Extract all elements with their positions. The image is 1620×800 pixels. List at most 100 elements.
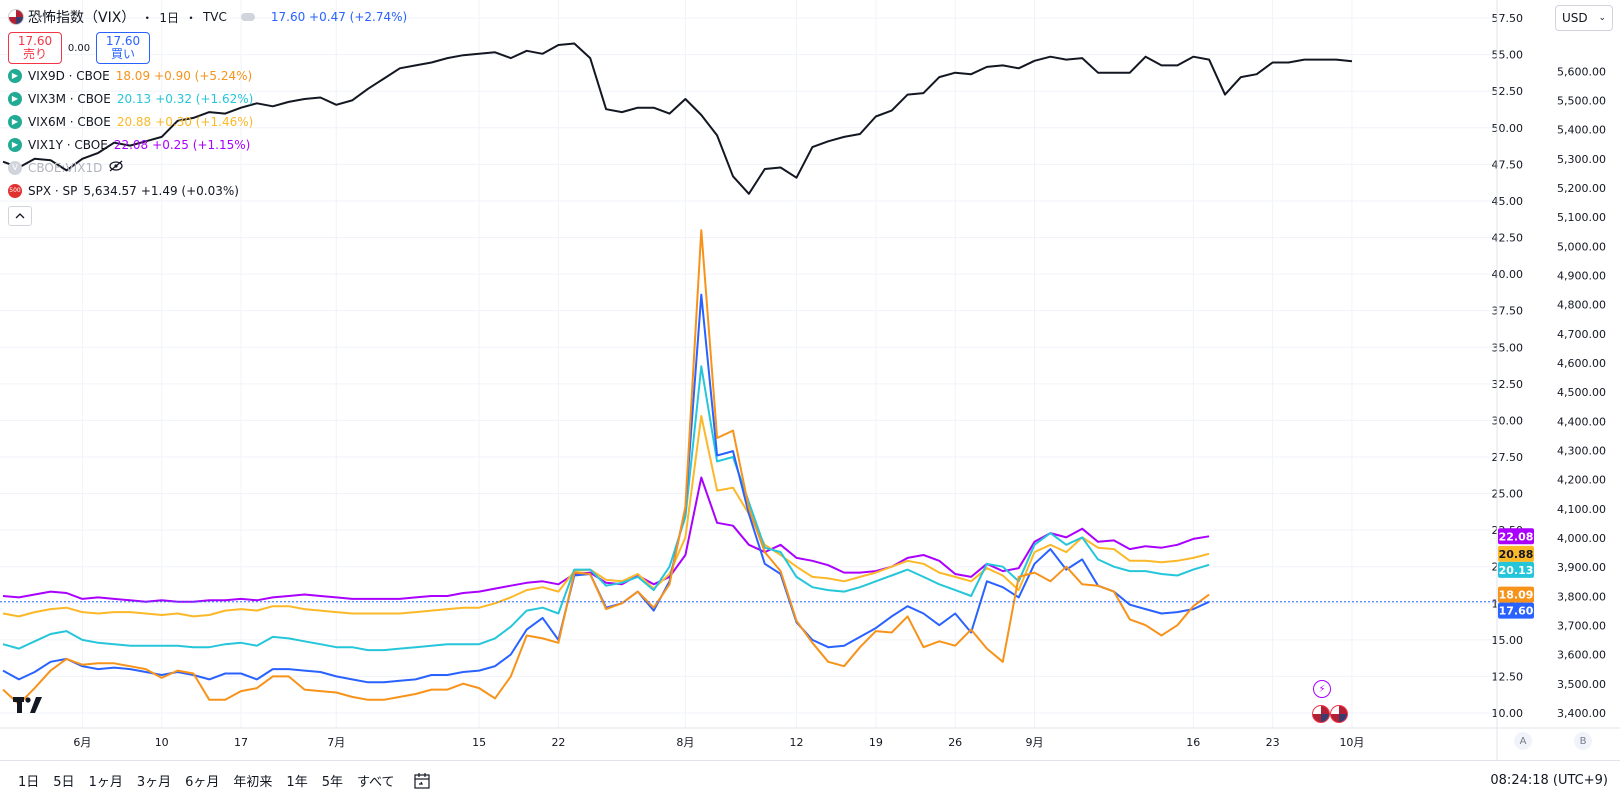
left-axis-label: 15.00 [1492,634,1524,647]
right-axis-label: 5,100.00 [1557,211,1606,224]
legend-row-vix6m[interactable]: ▶ VIX6M · CBOE 20.88 +0.30 (+1.46%) [8,110,407,133]
cboe-icon: ▶ [8,114,22,129]
right-axis-label: 5,200.00 [1557,182,1606,195]
left-axis-label: 10.00 [1492,707,1524,720]
period-5d-button[interactable]: 5日 [53,775,75,790]
x-tick-label: 8月 [676,736,694,749]
chart-series [0,42,1497,706]
x-tick-label: 7月 [327,736,345,749]
hidden-eye-icon[interactable] [108,160,124,175]
x-tick-label: 26 [948,736,962,749]
sell-button[interactable]: 17.60 売り [8,32,62,64]
period-3m-button[interactable]: 3ヶ月 [136,775,172,790]
lightning-event-icon[interactable]: ⚡ [1313,680,1331,698]
period-ytd-button[interactable]: 年初来 [233,775,273,790]
axis-auto-button-a[interactable]: A [1514,732,1532,750]
vix3m-line [2,365,1210,652]
right-axis-label: 5,400.00 [1557,124,1606,137]
legend: 恐怖指数（VIX） ・ 1日 ・ TVC 17.60 +0.47 (+2.74%… [8,6,407,226]
right-axis-label: 5,300.00 [1557,153,1606,166]
badge-label: 22.08 [1499,530,1534,543]
badge-bg [1498,528,1534,545]
badge-bg [1498,586,1534,603]
us-event-flag-icon[interactable] [1312,705,1330,723]
symbol-header[interactable]: 恐怖指数（VIX） ・ 1日 ・ TVC 17.60 +0.47 (+2.74%… [8,6,407,28]
cboe-icon: ▶ [8,68,22,83]
tradingview-logo-icon[interactable] [13,697,43,719]
right-axis-label: 4,400.00 [1557,415,1606,428]
right-axis-label: 4,700.00 [1557,328,1606,341]
badge-label: 20.13 [1499,564,1534,577]
left-axis-label: 40.00 [1492,268,1524,281]
vix1d-icon: V [8,160,22,175]
right-axis-label: 3,800.00 [1557,590,1606,603]
us-event-flag-icon[interactable] [1330,705,1348,723]
right-axis-label: 4,100.00 [1557,503,1606,516]
left-axis-label: 37.50 [1492,305,1524,318]
goto-date-icon[interactable] [412,771,432,791]
period-1d-button[interactable]: 1日 [18,775,40,790]
period-5y-button[interactable]: 5年 [321,775,343,790]
spx-line [2,42,1353,195]
x-tick-label: 6月 [73,736,91,749]
badge-bg [1498,602,1534,619]
exchange-label: TVC [202,10,227,24]
right-axis-label: 4,600.00 [1557,357,1606,370]
left-axis-label: 42.50 [1492,232,1524,245]
currency-select[interactable]: USD ⌄ [1555,5,1613,31]
legend-row-vix1d[interactable]: V CBOE:VIX1D [8,156,407,179]
legend-row-vix3m[interactable]: ▶ VIX3M · CBOE 20.13 +0.32 (+1.62%) [8,87,407,110]
badge-bg [1498,545,1534,562]
left-axis-label: 45.00 [1492,195,1524,208]
x-tick-label: 15 [472,736,486,749]
chevron-down-icon: ⌄ [1598,13,1606,23]
left-axis-label: 57.50 [1492,12,1524,25]
right-axis-label: 3,600.00 [1557,649,1606,662]
left-axis-label: 55.00 [1492,49,1524,62]
right-axis-label: 3,500.00 [1557,678,1606,691]
right-axis-label: 4,300.00 [1557,444,1606,457]
left-axis-label: 12.50 [1492,670,1524,683]
right-axis-label: 3,700.00 [1557,619,1606,632]
x-tick-label: 19 [869,736,883,749]
header-price: 17.60 +0.47 (+2.74%) [270,10,408,24]
x-tick-label: 10月 [1339,736,1364,749]
period-6m-button[interactable]: 6ヶ月 [185,775,220,790]
last-value-badge: 22.08 [1498,528,1534,545]
spread-value: 0.00 [67,42,91,54]
last-value-badge: 18.09 [1498,586,1534,603]
chevron-up-icon [15,213,25,219]
period-1m-button[interactable]: 1ヶ月 [88,775,123,790]
axis-auto-button-b[interactable]: B [1574,732,1592,750]
buy-label: 買い [110,47,135,61]
buy-price: 17.60 [105,34,141,48]
x-tick-label: 17 [234,736,248,749]
legend-row-vix1y[interactable]: ▶ VIX1Y · CBOE 22.08 +0.25 (+1.15%) [8,133,407,156]
left-axis-label: 25.00 [1492,488,1524,501]
sell-label: 売り [22,47,47,61]
x-tick-label: 12 [790,736,804,749]
right-axis-label: 5,500.00 [1557,94,1606,107]
cboe-icon: ▶ [8,137,22,152]
period-all-button[interactable]: すべて [356,775,395,790]
legend-row-vix9d[interactable]: ▶ VIX9D · CBOE 18.09 +0.90 (+5.24%) [8,64,407,87]
vix1y-line [2,476,1210,603]
buy-button[interactable]: 17.60 買い [96,32,150,64]
right-axis-label: 4,500.00 [1557,386,1606,399]
right-axis-label: 4,900.00 [1557,269,1606,282]
chart-canvas[interactable]: 6月 10 17 7月 15 22 8月 12 19 26 9月 16 23 10月 10.00 12.50 1… [0,0,1620,760]
trade-panel: 17.60 売り 0.00 17.60 買い [8,32,407,64]
legend-row-spx[interactable]: 500 SPX · SP 5,634.57 +1.49 (+0.03%) [8,183,239,198]
x-tick-label: 16 [1186,736,1200,749]
left-axis-label: 47.50 [1492,158,1524,171]
right-axis-label: 5,000.00 [1557,240,1606,253]
collapse-legend-button[interactable] [8,206,32,226]
clock[interactable]: 08:24:18 (UTC+9) [1490,773,1608,788]
left-axis-label: 27.50 [1492,451,1524,464]
right-axis-label: 3,400.00 [1557,707,1606,720]
x-tick-label: 9月 [1026,736,1044,749]
period-1y-button[interactable]: 1年 [286,775,308,790]
us-flag-icon [8,9,24,25]
left-axis-label: 30.00 [1492,414,1524,427]
